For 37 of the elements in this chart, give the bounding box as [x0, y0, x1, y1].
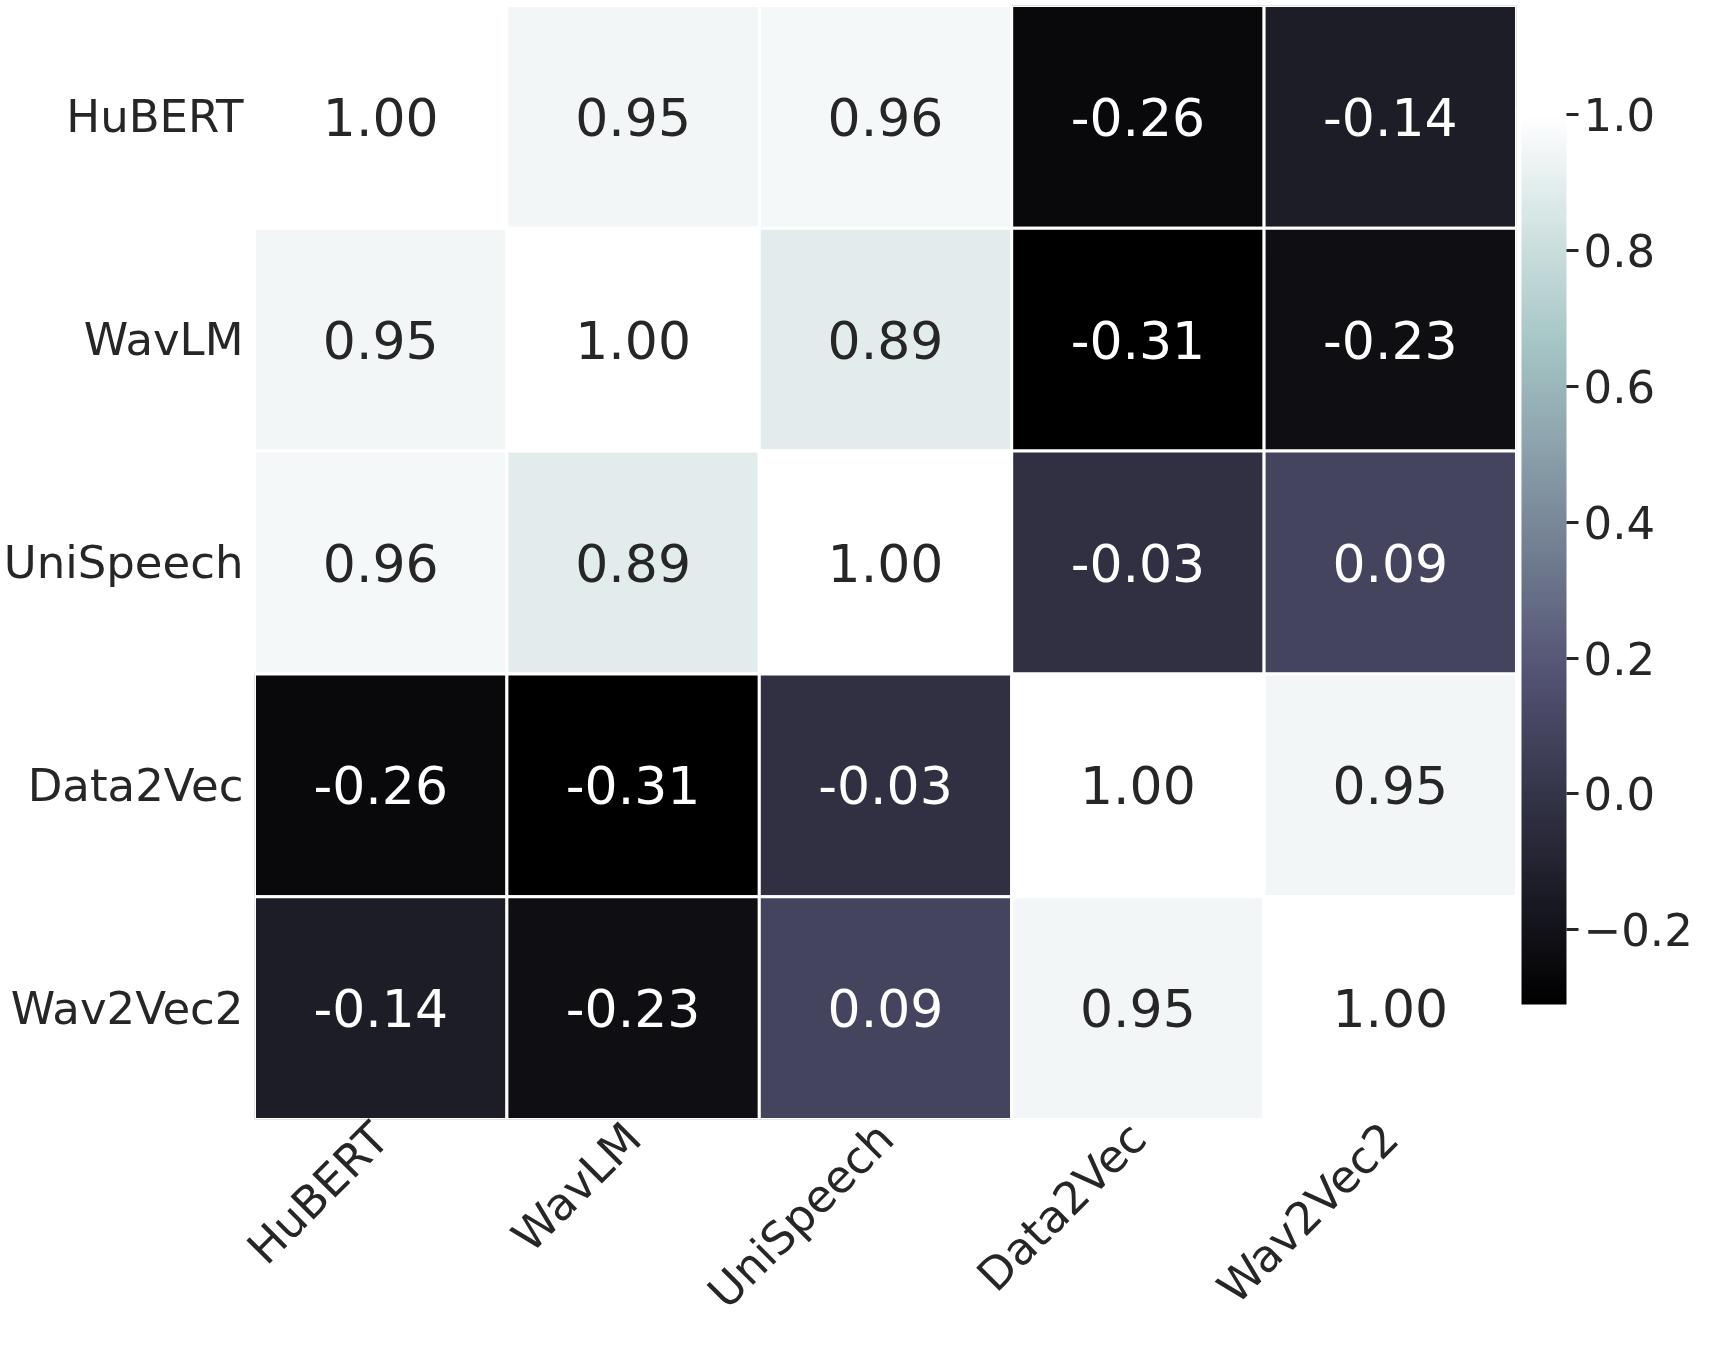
data-label: -0.26	[313, 756, 448, 817]
data-label: -0.14	[313, 979, 448, 1040]
color-bar-label: 1.0	[1583, 89, 1656, 142]
data-label: -0.03	[818, 756, 953, 817]
data-label: 1.00	[322, 87, 439, 148]
data-label: 0.89	[575, 533, 691, 594]
data-label: -0.31	[565, 756, 701, 817]
data-label: 0.95	[575, 87, 691, 148]
data-label: 0.96	[827, 87, 944, 148]
color-bar-label: 0.6	[1583, 360, 1656, 414]
data-label: 0.09	[1332, 533, 1449, 594]
data-label: 0.95	[322, 310, 439, 371]
data-label: 0.89	[827, 310, 944, 371]
data-label: -0.31	[1070, 310, 1206, 371]
y-tick-label: WavLM	[83, 313, 244, 367]
color-bar-label: 0.2	[1583, 632, 1656, 686]
data-label: 0.95	[1332, 756, 1449, 817]
data-label: -0.26	[1070, 87, 1206, 148]
y-tick-label: HuBERT	[66, 90, 245, 144]
data-label: 0.95	[1080, 979, 1196, 1040]
data-label: -0.03	[1070, 533, 1206, 594]
data-label: 0.96	[322, 533, 439, 594]
y-tick-label: Data2Vec	[27, 758, 244, 812]
data-label: 0.09	[827, 979, 944, 1040]
data-label: -0.23	[565, 979, 701, 1040]
data-label: 1.00	[1080, 756, 1196, 817]
y-tick-label: Wav2Vec2	[10, 981, 244, 1035]
color-bar-label: 0.4	[1583, 496, 1656, 550]
color-bar-label: 0.8	[1583, 224, 1656, 278]
color-bar-label: −0.2	[1583, 904, 1693, 958]
data-label: -0.14	[1323, 87, 1458, 148]
data-label: 1.00	[827, 533, 944, 594]
data-label: 1.00	[1332, 979, 1449, 1040]
data-label: 1.00	[575, 310, 691, 371]
y-tick-label: UniSpeech	[3, 536, 244, 589]
color-bar-label: 0.0	[1583, 768, 1656, 822]
data-label: -0.23	[1323, 310, 1458, 371]
